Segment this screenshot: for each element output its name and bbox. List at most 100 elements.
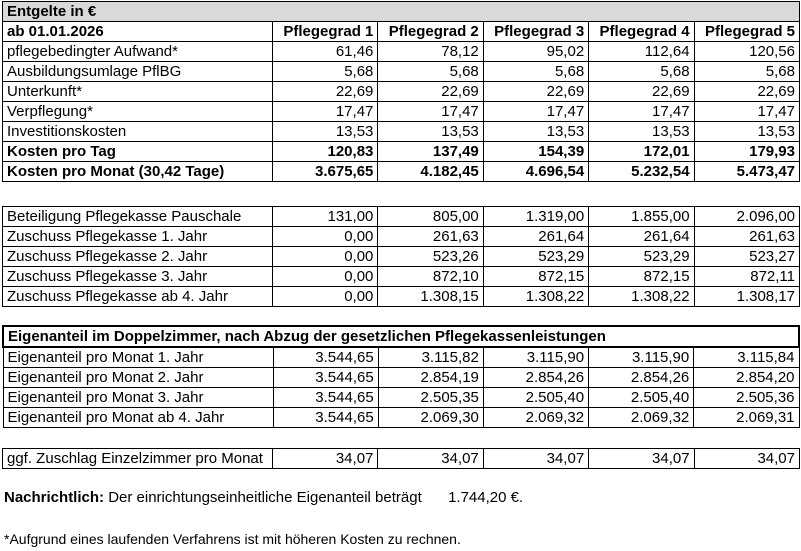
cell-value: 523,29 [588, 246, 695, 267]
cell-value: 5,68 [482, 61, 590, 82]
table-row: Zuschuss Pflegekasse ab 4. Jahr 0,00 1.308… [2, 286, 801, 307]
cell-value: 261,64 [588, 226, 695, 247]
cell-value: 3.115,82 [377, 346, 484, 368]
table-row: Investitionskosten 13,53 13,53 13,53 13,53 13… [2, 121, 801, 142]
footnote: *Aufgrund eines laufenden Verfahrens ist… [4, 531, 461, 547]
table-row: Eigenanteil pro Monat 1. Jahr 3.544,65 3.1… [2, 346, 800, 368]
table-row: Verpflegung* 17,47 17,47 17,47 17,47 17,47 [2, 101, 801, 122]
cell-value: 2.096,00 [693, 206, 801, 227]
note: Nachrichtlich: Der einrichtungseinheitli… [4, 489, 523, 506]
cell-value: 1.308,17 [693, 286, 801, 307]
row-label: ggf. Zuschlag Einzelzimmer pro Monat [2, 448, 273, 469]
cell-value: 2.069,31 [693, 407, 800, 428]
row-label: Kosten pro Monat (30,42 Tage) [2, 161, 273, 182]
cell-value: 34,07 [271, 448, 379, 469]
row-label: Eigenanteil pro Monat 3. Jahr [2, 387, 274, 408]
cell-value: 22,69 [693, 81, 801, 102]
cell-value: 2.854,26 [588, 367, 695, 388]
cell-value: 61,46 [271, 41, 379, 62]
grade-header: Pflegegrad 4 [588, 21, 695, 42]
cell-value: 523,29 [482, 246, 590, 267]
cell-value: 34,07 [482, 448, 590, 469]
cell-value: 261,63 [377, 226, 484, 247]
cell-value: 78,12 [377, 41, 484, 62]
cell-value: 34,07 [693, 448, 801, 469]
monthly-total-row: Kosten pro Monat (30,42 Tage) 3.675,65 4… [2, 161, 801, 182]
row-label: Zuschuss Pflegekasse 1. Jahr [2, 226, 273, 247]
row-label: Verpflegung* [2, 101, 273, 122]
cell-value: 13,53 [588, 121, 695, 142]
row-label: Eigenanteil pro Monat 1. Jahr [2, 346, 274, 368]
table-row: Eigenanteil pro Monat 2. Jahr 3.544,65 2.8… [2, 367, 800, 388]
table-row: Zuschuss Pflegekasse 3. Jahr 0,00 872,10 87… [2, 266, 801, 287]
cell-value: 3.544,65 [272, 407, 379, 428]
cell-value: 17,47 [693, 101, 801, 122]
single-room-row: ggf. Zuschlag Einzelzimmer pro Monat 34,… [2, 448, 801, 469]
cell-value: 1.308,15 [377, 286, 484, 307]
cell-value: 0,00 [271, 286, 379, 307]
cell-value: 2.854,20 [693, 367, 800, 388]
cell-value: 4.182,45 [377, 161, 484, 182]
cell-value: 13,53 [693, 121, 801, 142]
table-row: Zuschuss Pflegekasse 1. Jahr 0,00 261,63 26… [2, 226, 801, 247]
row-label: Ausbildungsumlage PflBG [2, 61, 273, 82]
cell-value: 5,68 [588, 61, 695, 82]
cell-value: 5,68 [377, 61, 484, 82]
row-label: Zuschuss Pflegekasse 3. Jahr [2, 266, 273, 287]
table-row: Eigenanteil pro Monat ab 4. Jahr 3.544,65… [2, 407, 800, 428]
cell-value: 22,69 [377, 81, 484, 102]
table-row: Unterkunft* 22,69 22,69 22,69 22,69 22,69 [2, 81, 801, 102]
cell-value: 1.319,00 [482, 206, 590, 227]
cell-value: 2.069,30 [377, 407, 484, 428]
cell-value: 805,00 [377, 206, 484, 227]
daily-total-row: Kosten pro Tag 120,83 137,49 154,39 172,… [2, 141, 801, 162]
row-label: Zuschuss Pflegekasse 2. Jahr [2, 246, 273, 267]
cell-value: 34,07 [588, 448, 695, 469]
cell-value: 872,15 [482, 266, 590, 287]
cell-value: 3.115,84 [693, 346, 800, 368]
cell-value: 1.308,22 [482, 286, 590, 307]
cell-value: 95,02 [482, 41, 590, 62]
cell-value: 22,69 [588, 81, 695, 102]
row-label: Eigenanteil pro Monat ab 4. Jahr [2, 407, 274, 428]
cell-value: 13,53 [271, 121, 379, 142]
row-label: Eigenanteil pro Monat 2. Jahr [2, 367, 274, 388]
cell-value: 2.505,40 [588, 387, 695, 408]
own-share-table: Eigenanteil im Doppelzimmer, nach Abzug … [2, 325, 800, 428]
row-label: Beteiligung Pflegekasse Pauschale [2, 206, 273, 227]
cell-value: 4.696,54 [482, 161, 590, 182]
cell-value: 13,53 [377, 121, 484, 142]
cell-value: 17,47 [588, 101, 695, 122]
cell-value: 261,64 [482, 226, 590, 247]
grade-header: Pflegegrad 1 [271, 21, 379, 42]
cell-value: 179,93 [693, 141, 801, 162]
cell-value: 2.505,35 [377, 387, 484, 408]
insurance-table: Beteiligung Pflegekasse Pauschale 131,00 8… [2, 206, 801, 307]
note-value: 1.744,20 €. [448, 489, 524, 506]
cell-value: 2.069,32 [588, 407, 695, 428]
single-room-table: ggf. Zuschlag Einzelzimmer pro Monat 34,… [2, 448, 801, 469]
cell-value: 5,68 [271, 61, 379, 82]
cell-value: 3.115,90 [588, 346, 695, 368]
cell-value: 154,39 [482, 141, 590, 162]
table-row: Ausbildungsumlage PflBG 5,68 5,68 5,68 5,68 5… [2, 61, 801, 82]
row-label: Unterkunft* [2, 81, 273, 102]
cell-value: 1.308,22 [588, 286, 695, 307]
cell-value: 0,00 [271, 266, 379, 287]
cell-value: 523,26 [377, 246, 484, 267]
row-label: Kosten pro Tag [2, 141, 273, 162]
cell-value: 3.544,65 [272, 387, 379, 408]
row-label: Investitionskosten [2, 121, 273, 142]
cell-value: 5.473,47 [693, 161, 801, 182]
own-share-title: Eigenanteil im Doppelzimmer, nach Abzug … [2, 325, 800, 348]
cell-value: 261,63 [693, 226, 801, 247]
cell-value: 120,56 [693, 41, 801, 62]
cost-table: Entgelte in € ab 01.01.2026 Pflegegrad 1… [2, 1, 801, 182]
cell-value: 34,07 [377, 448, 484, 469]
cell-value: 137,49 [377, 141, 484, 162]
cell-value: 17,47 [482, 101, 590, 122]
grade-header: Pflegegrad 2 [377, 21, 484, 42]
table-row: Beteiligung Pflegekasse Pauschale 131,00 8… [2, 206, 801, 227]
table-row: Zuschuss Pflegekasse 2. Jahr 0,00 523,26 52… [2, 246, 801, 267]
cell-value: 0,00 [271, 226, 379, 247]
